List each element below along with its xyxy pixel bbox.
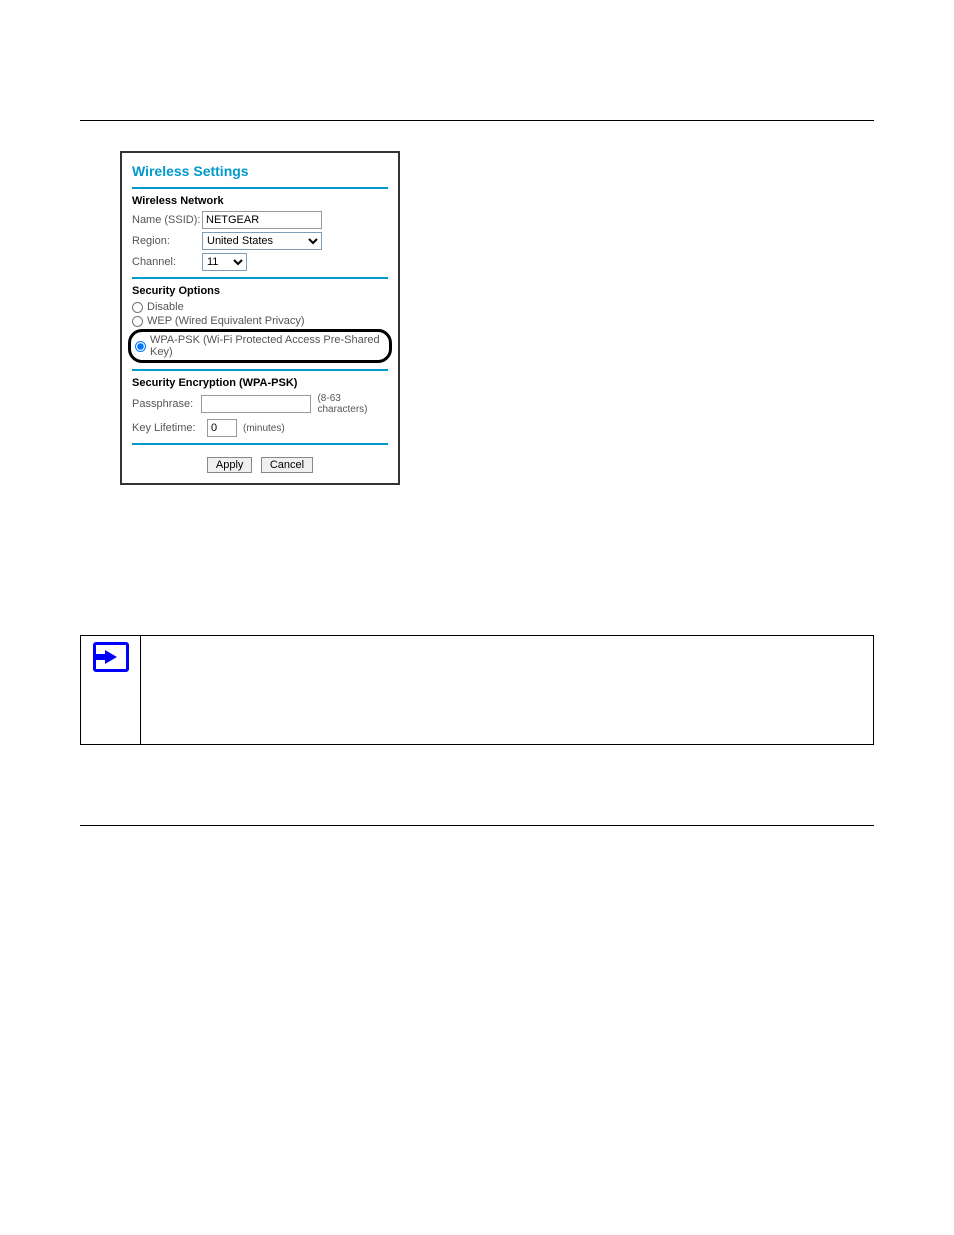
divider-3 [132,369,388,371]
radio-wpa[interactable] [135,341,146,352]
wpa-highlight: WPA-PSK (Wi-Fi Protected Access Pre-Shar… [128,329,392,363]
radio-wpa-label: WPA-PSK (Wi-Fi Protected Access Pre-Shar… [150,334,385,358]
keylifetime-label: Key Lifetime: [132,422,207,434]
passphrase-input[interactable] [201,395,311,413]
note-text [141,636,873,744]
divider-4 [132,443,388,445]
divider-2 [132,277,388,279]
encryption-header: Security Encryption (WPA-PSK) [132,377,388,389]
note-icon-cell [81,636,141,744]
passphrase-label: Passphrase: [132,398,201,410]
radio-wep[interactable] [132,316,143,327]
ssid-label: Name (SSID): [132,214,202,226]
bottom-divider [80,825,874,826]
note-box [80,635,874,745]
channel-select[interactable]: 11 [202,253,247,271]
keylifetime-input[interactable] [207,419,237,437]
ssid-input[interactable] [202,211,322,229]
radio-disable-label: Disable [147,301,184,313]
channel-label: Channel: [132,256,202,268]
wireless-network-header: Wireless Network [132,195,388,207]
keylifetime-suffix: (minutes) [243,423,285,434]
radio-wep-label: WEP (Wired Equivalent Privacy) [147,315,305,327]
region-label: Region: [132,235,202,247]
security-options-header: Security Options [132,285,388,297]
wireless-settings-screenshot: Wireless Settings Wireless Network Name … [120,151,400,485]
panel-title: Wireless Settings [132,163,388,179]
apply-button[interactable]: Apply [207,457,253,473]
radio-disable[interactable] [132,302,143,313]
top-divider [80,120,874,121]
divider-1 [132,187,388,189]
arrow-icon [93,642,129,672]
cancel-button[interactable]: Cancel [261,457,313,473]
passphrase-suffix: (8-63 characters) [317,393,388,415]
region-select[interactable]: United States [202,232,322,250]
